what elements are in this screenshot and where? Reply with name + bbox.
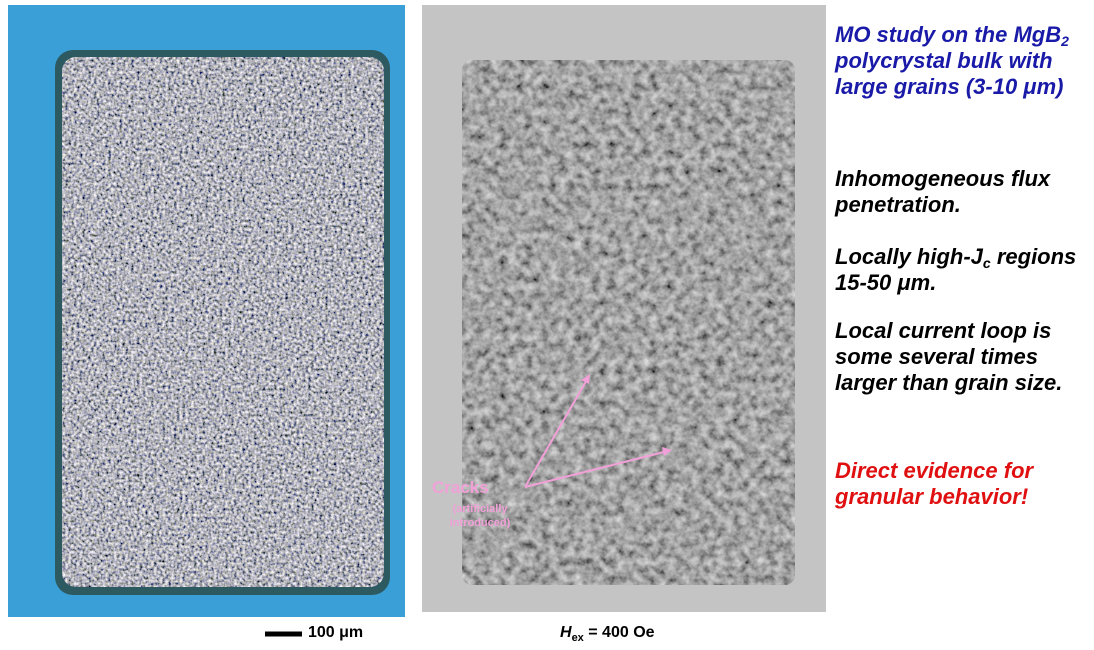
sample-optical <box>62 57 384 587</box>
field-label: Hex = 400 Oe <box>560 624 655 642</box>
heading: MO study on the MgB2 polycrystal bulk wi… <box>835 22 1090 100</box>
crack-label: Cracks <box>432 478 489 498</box>
scale-label: 100 μm <box>308 624 363 642</box>
crack-note: (artificially introduced) <box>430 502 530 530</box>
subscript: c <box>983 255 991 271</box>
point: Inhomogeneous flux penetration. <box>835 166 1090 218</box>
point-text: Locally high-J <box>835 244 983 269</box>
point: Local current loop is some several times… <box>835 318 1090 396</box>
heading-text: polycrystal bulk with large grains (3-10… <box>835 48 1063 99</box>
subscript: ex <box>572 632 584 644</box>
conclusion: Direct evidence for granular behavior! <box>835 458 1090 510</box>
heading-text: MO study on the MgB <box>835 22 1061 47</box>
page: MO study on the MgB2 polycrystal bulk wi… <box>0 0 1094 650</box>
point: Locally high-Jc regions 15-50 μm. <box>835 244 1090 296</box>
field-text: = 400 Oe <box>584 624 655 641</box>
subscript: 2 <box>1061 33 1069 49</box>
field-symbol: H <box>560 624 572 641</box>
